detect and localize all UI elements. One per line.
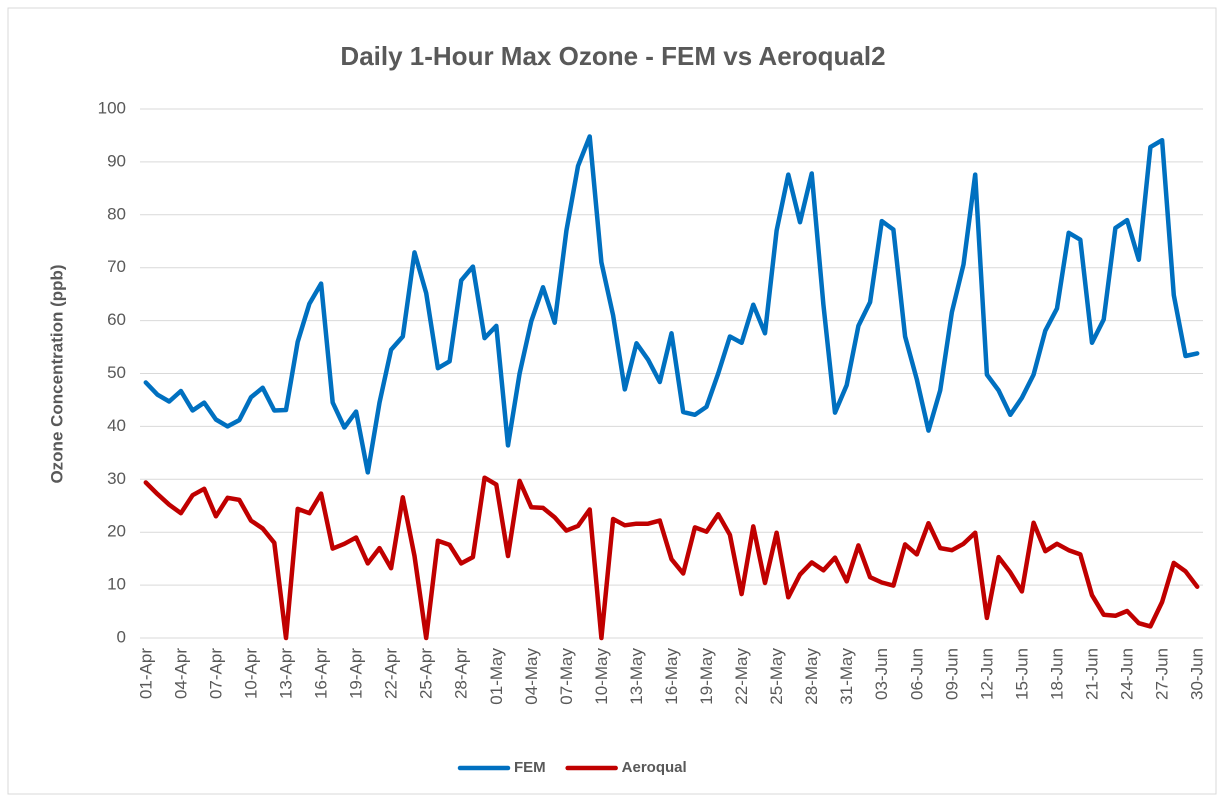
x-tick-label: 30-Jun bbox=[1188, 648, 1207, 700]
x-tick-label: 21-Jun bbox=[1083, 648, 1102, 700]
y-tick-label: 30 bbox=[107, 469, 126, 488]
x-tick-label: 10-May bbox=[592, 648, 611, 705]
chart-title: Daily 1-Hour Max Ozone - FEM vs Aeroqual… bbox=[340, 41, 885, 71]
x-tick-label: 12-Jun bbox=[977, 648, 996, 700]
x-tick-label: 28-Apr bbox=[452, 648, 471, 699]
x-tick-label: 16-Apr bbox=[312, 648, 331, 699]
x-tick-label: 31-May bbox=[837, 648, 856, 705]
y-axis-label: Ozone Concentration (ppb) bbox=[47, 264, 66, 483]
x-tick-label: 01-May bbox=[487, 648, 506, 705]
x-tick-label: 25-May bbox=[767, 648, 786, 705]
y-tick-label: 20 bbox=[107, 522, 126, 541]
y-tick-label: 100 bbox=[98, 98, 126, 117]
x-tick-label: 07-May bbox=[557, 648, 576, 705]
x-tick-label: 27-Jun bbox=[1153, 648, 1172, 700]
y-tick-label: 0 bbox=[117, 627, 126, 646]
x-tick-label: 03-Jun bbox=[872, 648, 891, 700]
x-tick-label: 18-Jun bbox=[1047, 648, 1066, 700]
x-tick-label: 04-May bbox=[522, 648, 541, 705]
x-tick-label: 13-May bbox=[627, 648, 646, 705]
y-tick-label: 70 bbox=[107, 257, 126, 276]
x-tick-label: 25-Apr bbox=[417, 648, 436, 699]
y-tick-label: 40 bbox=[107, 416, 126, 435]
series-line bbox=[143, 475, 1200, 641]
x-tick-label: 13-Apr bbox=[277, 648, 296, 699]
x-tick-label: 28-May bbox=[802, 648, 821, 705]
y-tick-label: 80 bbox=[107, 204, 126, 223]
x-tick-label: 22-Apr bbox=[382, 648, 401, 699]
x-tick-label: 16-May bbox=[662, 648, 681, 705]
x-tick-label: 07-Apr bbox=[206, 648, 225, 699]
x-tick-label: 01-Apr bbox=[136, 648, 155, 699]
x-tick-label: 09-Jun bbox=[942, 648, 961, 700]
legend-label: FEM bbox=[514, 759, 546, 776]
x-tick-label: 24-Jun bbox=[1118, 648, 1137, 700]
y-tick-label: 60 bbox=[107, 310, 126, 329]
x-tick-label: 04-Apr bbox=[171, 648, 190, 699]
y-tick-label: 10 bbox=[107, 575, 126, 594]
x-tick-label: 15-Jun bbox=[1012, 648, 1031, 700]
y-tick-label: 50 bbox=[107, 363, 126, 382]
x-tick-label: 19-Apr bbox=[347, 648, 366, 699]
series-line bbox=[143, 134, 1200, 475]
x-tick-label: 19-May bbox=[697, 648, 716, 705]
y-tick-label: 90 bbox=[107, 151, 126, 170]
legend-label: Aeroqual bbox=[622, 759, 687, 776]
x-tick-label: 10-Apr bbox=[241, 648, 260, 699]
chart-border bbox=[7, 7, 1217, 795]
x-tick-label: 22-May bbox=[732, 648, 751, 705]
x-tick-label: 06-Jun bbox=[907, 648, 926, 700]
